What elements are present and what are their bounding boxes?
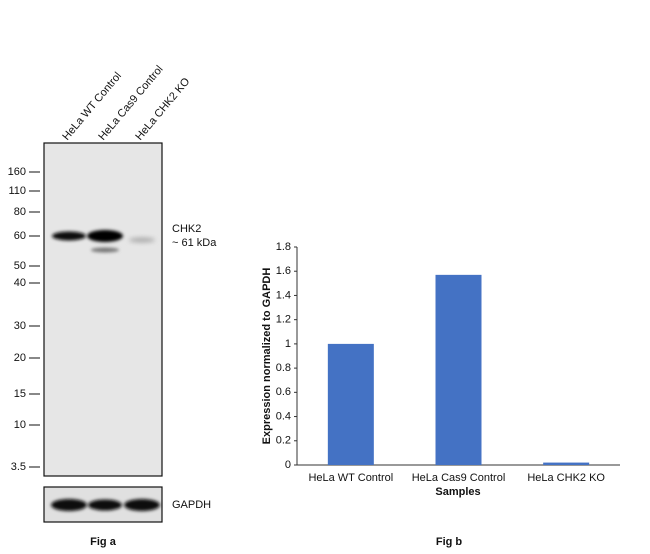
caption: Fig b [436,536,463,548]
lane-label: HeLa Cas9 Control [96,63,165,142]
marker-label: 60 [14,230,26,242]
marker-label: 160 [8,166,26,178]
marker-label: 80 [14,206,26,218]
band-label: CHK2 [172,223,201,235]
marker-label: 3.5 [11,461,26,473]
caption: Fig a [90,536,117,548]
y-tick-label: 0 [285,459,291,471]
band [91,247,119,253]
band [52,231,86,241]
band [87,230,123,242]
x-axis-label: Samples [435,486,480,498]
loading-control-label: GAPDH [172,499,211,511]
y-tick-label: 1.6 [276,265,291,277]
y-axis-label: Expression normalized to GAPDH [261,268,273,445]
marker-label: 40 [14,277,26,289]
marker-label: 15 [14,388,26,400]
marker-label: 20 [14,352,26,364]
bar [435,274,482,465]
marker-label: 110 [8,185,26,197]
y-tick-label: 1.8 [276,241,291,253]
x-tick-label: HeLa CHK2 KO [527,472,605,484]
y-tick-label: 0.6 [276,386,291,398]
y-tick-label: 1.2 [276,314,291,326]
x-tick-label: HeLa WT Control [308,472,393,484]
band [88,499,122,511]
band-size: ~ 61 kDa [172,237,217,249]
y-tick-label: 0.2 [276,435,291,447]
band [124,499,160,511]
y-tick-label: 1.4 [276,289,291,301]
bar [327,343,374,465]
marker-label: 10 [14,419,26,431]
y-tick-label: 0.4 [276,410,291,422]
bar [543,462,590,465]
band [51,499,87,511]
y-tick-label: 1 [285,338,291,350]
x-tick-label: HeLa Cas9 Control [412,472,506,484]
marker-label: 30 [14,320,26,332]
blot-membrane [43,142,163,477]
y-tick-label: 0.8 [276,362,291,374]
band [129,237,155,243]
marker-label: 50 [14,260,26,272]
